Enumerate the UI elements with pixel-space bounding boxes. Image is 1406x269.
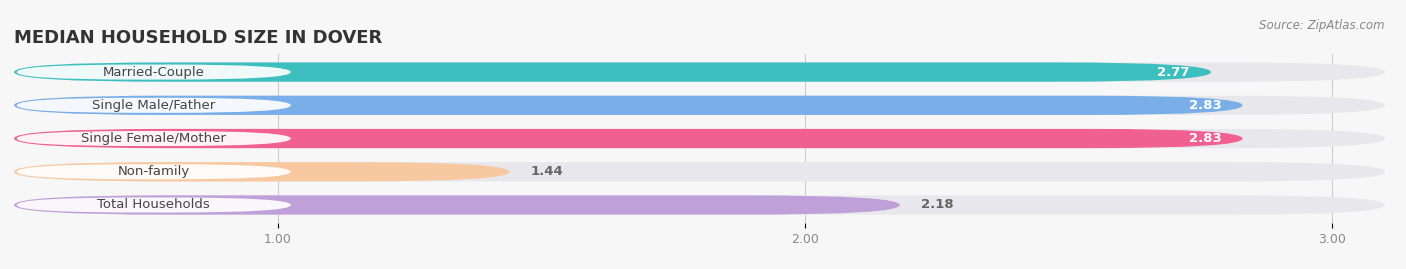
- FancyBboxPatch shape: [17, 197, 291, 213]
- Text: 2.83: 2.83: [1188, 132, 1222, 145]
- Text: 1.44: 1.44: [531, 165, 564, 178]
- FancyBboxPatch shape: [14, 62, 1211, 82]
- Text: Non-family: Non-family: [118, 165, 190, 178]
- FancyBboxPatch shape: [14, 162, 510, 181]
- FancyBboxPatch shape: [14, 96, 1385, 115]
- FancyBboxPatch shape: [14, 96, 1243, 115]
- Text: Married-Couple: Married-Couple: [103, 66, 205, 79]
- FancyBboxPatch shape: [14, 129, 1385, 148]
- Text: Total Households: Total Households: [97, 199, 209, 211]
- Text: 2.77: 2.77: [1157, 66, 1189, 79]
- Text: Source: ZipAtlas.com: Source: ZipAtlas.com: [1260, 19, 1385, 32]
- FancyBboxPatch shape: [17, 164, 291, 179]
- Text: Single Female/Mother: Single Female/Mother: [82, 132, 226, 145]
- FancyBboxPatch shape: [14, 129, 1243, 148]
- Text: 2.83: 2.83: [1188, 99, 1222, 112]
- FancyBboxPatch shape: [14, 62, 1385, 82]
- FancyBboxPatch shape: [14, 162, 1385, 181]
- FancyBboxPatch shape: [14, 195, 900, 215]
- FancyBboxPatch shape: [14, 195, 1385, 215]
- Text: Single Male/Father: Single Male/Father: [93, 99, 215, 112]
- Text: MEDIAN HOUSEHOLD SIZE IN DOVER: MEDIAN HOUSEHOLD SIZE IN DOVER: [14, 29, 382, 47]
- FancyBboxPatch shape: [17, 98, 291, 113]
- FancyBboxPatch shape: [17, 131, 291, 146]
- Text: 2.18: 2.18: [921, 199, 953, 211]
- FancyBboxPatch shape: [17, 65, 291, 80]
